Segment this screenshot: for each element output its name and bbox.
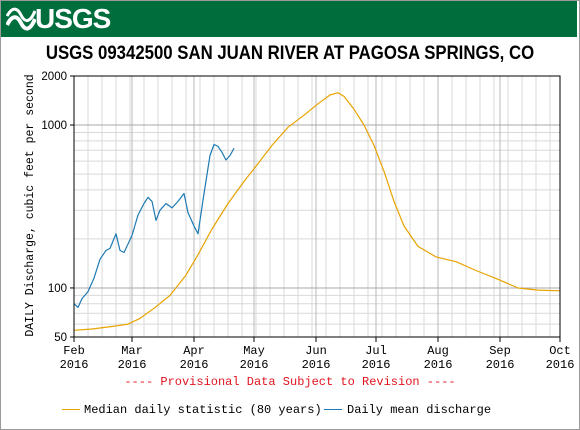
- x-tick-month-label: May: [243, 344, 265, 358]
- legend-daily-swatch: [324, 409, 342, 410]
- x-tick-year-label: 2016: [240, 358, 269, 372]
- x-tick-month-label: Jul: [365, 344, 387, 358]
- usgs-logo-text: USGS: [35, 3, 111, 34]
- x-tick-month-label: Mar: [121, 344, 143, 358]
- legend-median-label: Median daily statistic (80 years): [84, 403, 322, 417]
- x-tick-month-label: Oct: [549, 344, 571, 358]
- x-tick-year-label: 2016: [302, 358, 331, 372]
- legend-median-swatch: [62, 409, 80, 410]
- x-tick-month-label: Aug: [427, 344, 449, 358]
- x-tick-year-label: 2016: [180, 358, 209, 372]
- y-tick-label: 50: [54, 332, 67, 344]
- x-tick-month-label: Jun: [305, 344, 327, 358]
- chart-title: USGS 09342500 SAN JUAN RIVER AT PAGOSA S…: [45, 42, 535, 64]
- x-tick-month-label: Sep: [489, 344, 511, 358]
- x-tick-year-label: 2016: [546, 358, 575, 372]
- x-tick-year-label: 2016: [486, 358, 515, 372]
- x-tick-month-label: Feb: [63, 344, 85, 358]
- x-tick-year-label: 2016: [362, 358, 391, 372]
- y-tick-label: 100: [48, 283, 67, 295]
- x-tick-month-label: Apr: [183, 344, 205, 358]
- x-tick-year-label: 2016: [118, 358, 147, 372]
- legend-daily-label: Daily mean discharge: [347, 403, 492, 417]
- plot-border: [73, 75, 561, 338]
- usgs-banner: USGS: [1, 1, 577, 37]
- series-line-1: [73, 143, 235, 308]
- y-axis-label: DAILY Discharge, cubic feet per second: [24, 74, 37, 336]
- provisional-notice: ---- Provisional Data Subject to Revisio…: [124, 375, 456, 389]
- y-tick-label: 2000: [41, 71, 67, 83]
- x-tick-year-label: 2016: [424, 358, 453, 372]
- y-tick-label: 1000: [41, 120, 67, 132]
- usgs-wave-icon: [6, 7, 36, 31]
- plot-area: [74, 76, 560, 337]
- x-tick-year-label: 2016: [60, 358, 89, 372]
- series-line-0: [73, 92, 561, 331]
